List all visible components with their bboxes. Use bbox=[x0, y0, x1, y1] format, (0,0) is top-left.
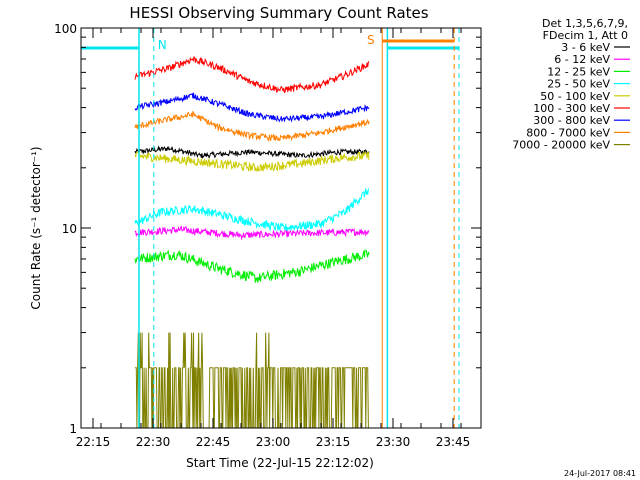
x-tick-label: 23:45 bbox=[436, 435, 471, 449]
x-axis-label: Start Time (22-Jul-15 22:12:02) bbox=[186, 456, 374, 470]
legend-label: 6 - 12 keV bbox=[554, 53, 610, 66]
x-axis: 22:15 22:30 22:45 23:00 23:15 23:30 23:45 bbox=[76, 28, 482, 449]
x-tick-label: 22:30 bbox=[136, 435, 171, 449]
series-line-5 bbox=[134, 55, 370, 94]
chart-title: HESSI Observing Summary Count Rates bbox=[129, 4, 428, 22]
legend-label: 100 - 300 keV bbox=[533, 102, 610, 115]
legend-label: 25 - 50 keV bbox=[547, 78, 610, 91]
y-axis-label: Count Rate (s⁻¹ detector⁻¹) bbox=[29, 146, 43, 309]
series-layer bbox=[134, 55, 370, 428]
y-tick-label: 10 bbox=[62, 222, 77, 236]
x-tick-label: 22:45 bbox=[196, 435, 231, 449]
x-tick-label: 22:15 bbox=[76, 435, 111, 449]
legend-label: 3 - 6 keV bbox=[561, 41, 610, 54]
legend-label: 800 - 7000 keV bbox=[526, 126, 610, 139]
timestamp: 24-Jul-2017 08:41 bbox=[564, 469, 636, 478]
series-line-0 bbox=[134, 145, 370, 160]
legend: Det 1,3,5,6,7,9, FDecim 1, Att 0 3 - 6 k… bbox=[512, 17, 630, 152]
legend-label: 7000 - 20000 keV bbox=[512, 139, 610, 152]
x-tick-label: 23:00 bbox=[256, 435, 291, 449]
series-line-2 bbox=[134, 249, 370, 283]
series-line-7 bbox=[134, 110, 370, 142]
x-tick-label: 23:15 bbox=[316, 435, 351, 449]
x-tick-label: 23:30 bbox=[376, 435, 411, 449]
legend-label: 12 - 25 keV bbox=[547, 65, 610, 78]
series-line-8 bbox=[135, 332, 369, 428]
series-line-3 bbox=[134, 188, 370, 232]
saa-marker-label: S bbox=[367, 33, 375, 47]
legend-header-line2: FDecim 1, Att 0 bbox=[543, 29, 628, 42]
series-line-4 bbox=[134, 150, 370, 172]
night-marker-label: N bbox=[158, 38, 167, 52]
series-line-6 bbox=[134, 92, 370, 123]
legend-label: 300 - 800 keV bbox=[533, 114, 610, 127]
y-tick-label: 100 bbox=[54, 22, 77, 36]
legend-header-line1: Det 1,3,5,6,7,9, bbox=[542, 17, 628, 30]
y-axis: 1 10 100 bbox=[54, 22, 481, 436]
orbit-markers bbox=[81, 28, 460, 428]
legend-label: 50 - 100 keV bbox=[540, 90, 610, 103]
series-line-1 bbox=[134, 225, 370, 241]
y-tick-label: 1 bbox=[69, 422, 77, 436]
